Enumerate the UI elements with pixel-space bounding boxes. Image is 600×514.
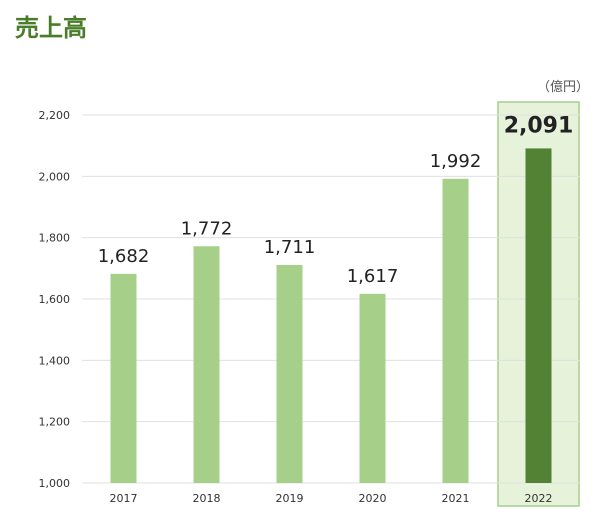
bar-2018 (193, 246, 220, 483)
bar-2019 (276, 264, 303, 483)
bar-2022 (525, 148, 552, 483)
bar-2017 (110, 273, 137, 483)
grid-lines (82, 114, 580, 484)
x-tick-label-2017: 2017 (110, 492, 138, 505)
y-tick-label: 1,600 (39, 293, 71, 306)
data-label-2021: 1,992 (430, 151, 482, 172)
x-tick-label-2022: 2022 (525, 492, 553, 505)
bars (110, 148, 552, 483)
data-label-2020: 1,617 (347, 266, 399, 287)
y-tick-label: 1,400 (39, 354, 71, 367)
bar-2021 (442, 178, 469, 483)
x-tick-label-2021: 2021 (442, 492, 470, 505)
y-tick-label: 1,000 (39, 477, 71, 490)
data-label-2022: 2,091 (504, 113, 574, 138)
y-tick-label: 1,800 (39, 232, 71, 245)
data-label-2018: 1,772 (181, 218, 233, 239)
data-labels: 1,682 1,772 1,711 1,617 1,992 2,091 (98, 113, 574, 286)
x-tick-label-2020: 2020 (359, 492, 387, 505)
y-tick-label: 1,200 (39, 416, 71, 429)
x-tick-label-2018: 2018 (193, 492, 221, 505)
unit-label: （億円） (537, 80, 590, 95)
data-label-2017: 1,682 (98, 246, 150, 267)
data-label-2019: 1,711 (264, 237, 316, 258)
bar-2020 (359, 293, 386, 483)
axis-labels: 1,000 1,200 1,400 1,600 1,800 2,000 2,200 2017 2… (39, 109, 553, 505)
page-title: 売上高 (15, 14, 87, 42)
y-tick-label: 2,200 (39, 109, 71, 122)
x-tick-label-2019: 2019 (276, 492, 304, 505)
y-tick-label: 2,000 (39, 170, 71, 183)
